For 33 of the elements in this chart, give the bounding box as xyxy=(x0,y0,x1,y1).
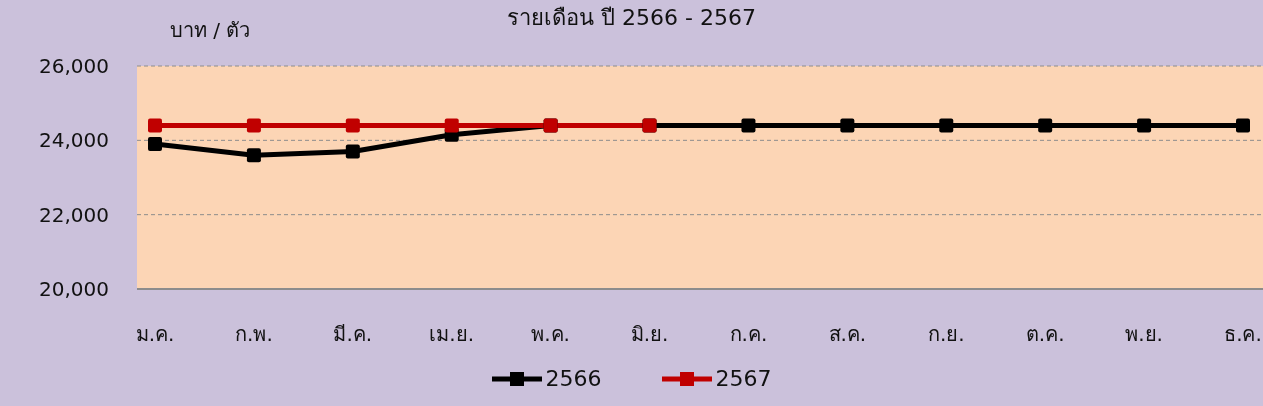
x-tick-label: ต.ค. xyxy=(1025,322,1065,347)
point xyxy=(246,148,261,163)
point xyxy=(345,144,360,159)
point xyxy=(444,118,459,133)
point xyxy=(148,118,162,133)
x-tick-label: ก.ย. xyxy=(927,322,965,347)
chart-title: รายเดือน ปี 2566 - 2567 xyxy=(507,5,756,30)
y-tick-label: 26,000 xyxy=(39,54,109,79)
point xyxy=(1038,118,1053,133)
y-tick-label: 20,000 xyxy=(39,277,109,302)
point xyxy=(939,118,954,133)
point xyxy=(148,137,162,152)
x-tick-label: มี.ค. xyxy=(333,322,373,347)
point xyxy=(345,118,360,133)
legend-label: 2567 xyxy=(715,366,772,391)
x-tick-label: พ.ค. xyxy=(531,322,570,347)
x-tick-label: ก.ค. xyxy=(729,322,768,347)
point xyxy=(741,118,756,133)
x-tick-label: ม.ค. xyxy=(135,322,175,347)
x-tick-label: พ.ย. xyxy=(1125,322,1163,347)
x-tick-label: ธ.ค. xyxy=(1224,322,1262,347)
x-tick-label: มิ.ย. xyxy=(630,322,669,347)
x-tick-label: ก.พ. xyxy=(235,322,273,347)
x-tick-label: เม.ย. xyxy=(429,322,475,347)
point xyxy=(1137,118,1152,133)
point xyxy=(840,118,855,133)
y-tick-label: 22,000 xyxy=(39,202,109,227)
legend-label: 2566 xyxy=(545,366,602,391)
x-tick-label: ส.ค. xyxy=(828,322,867,347)
y-axis-title: บาท / ตัว xyxy=(170,17,251,44)
point xyxy=(1236,118,1250,133)
point xyxy=(246,118,261,133)
y-tick-label: 24,000 xyxy=(39,128,109,153)
